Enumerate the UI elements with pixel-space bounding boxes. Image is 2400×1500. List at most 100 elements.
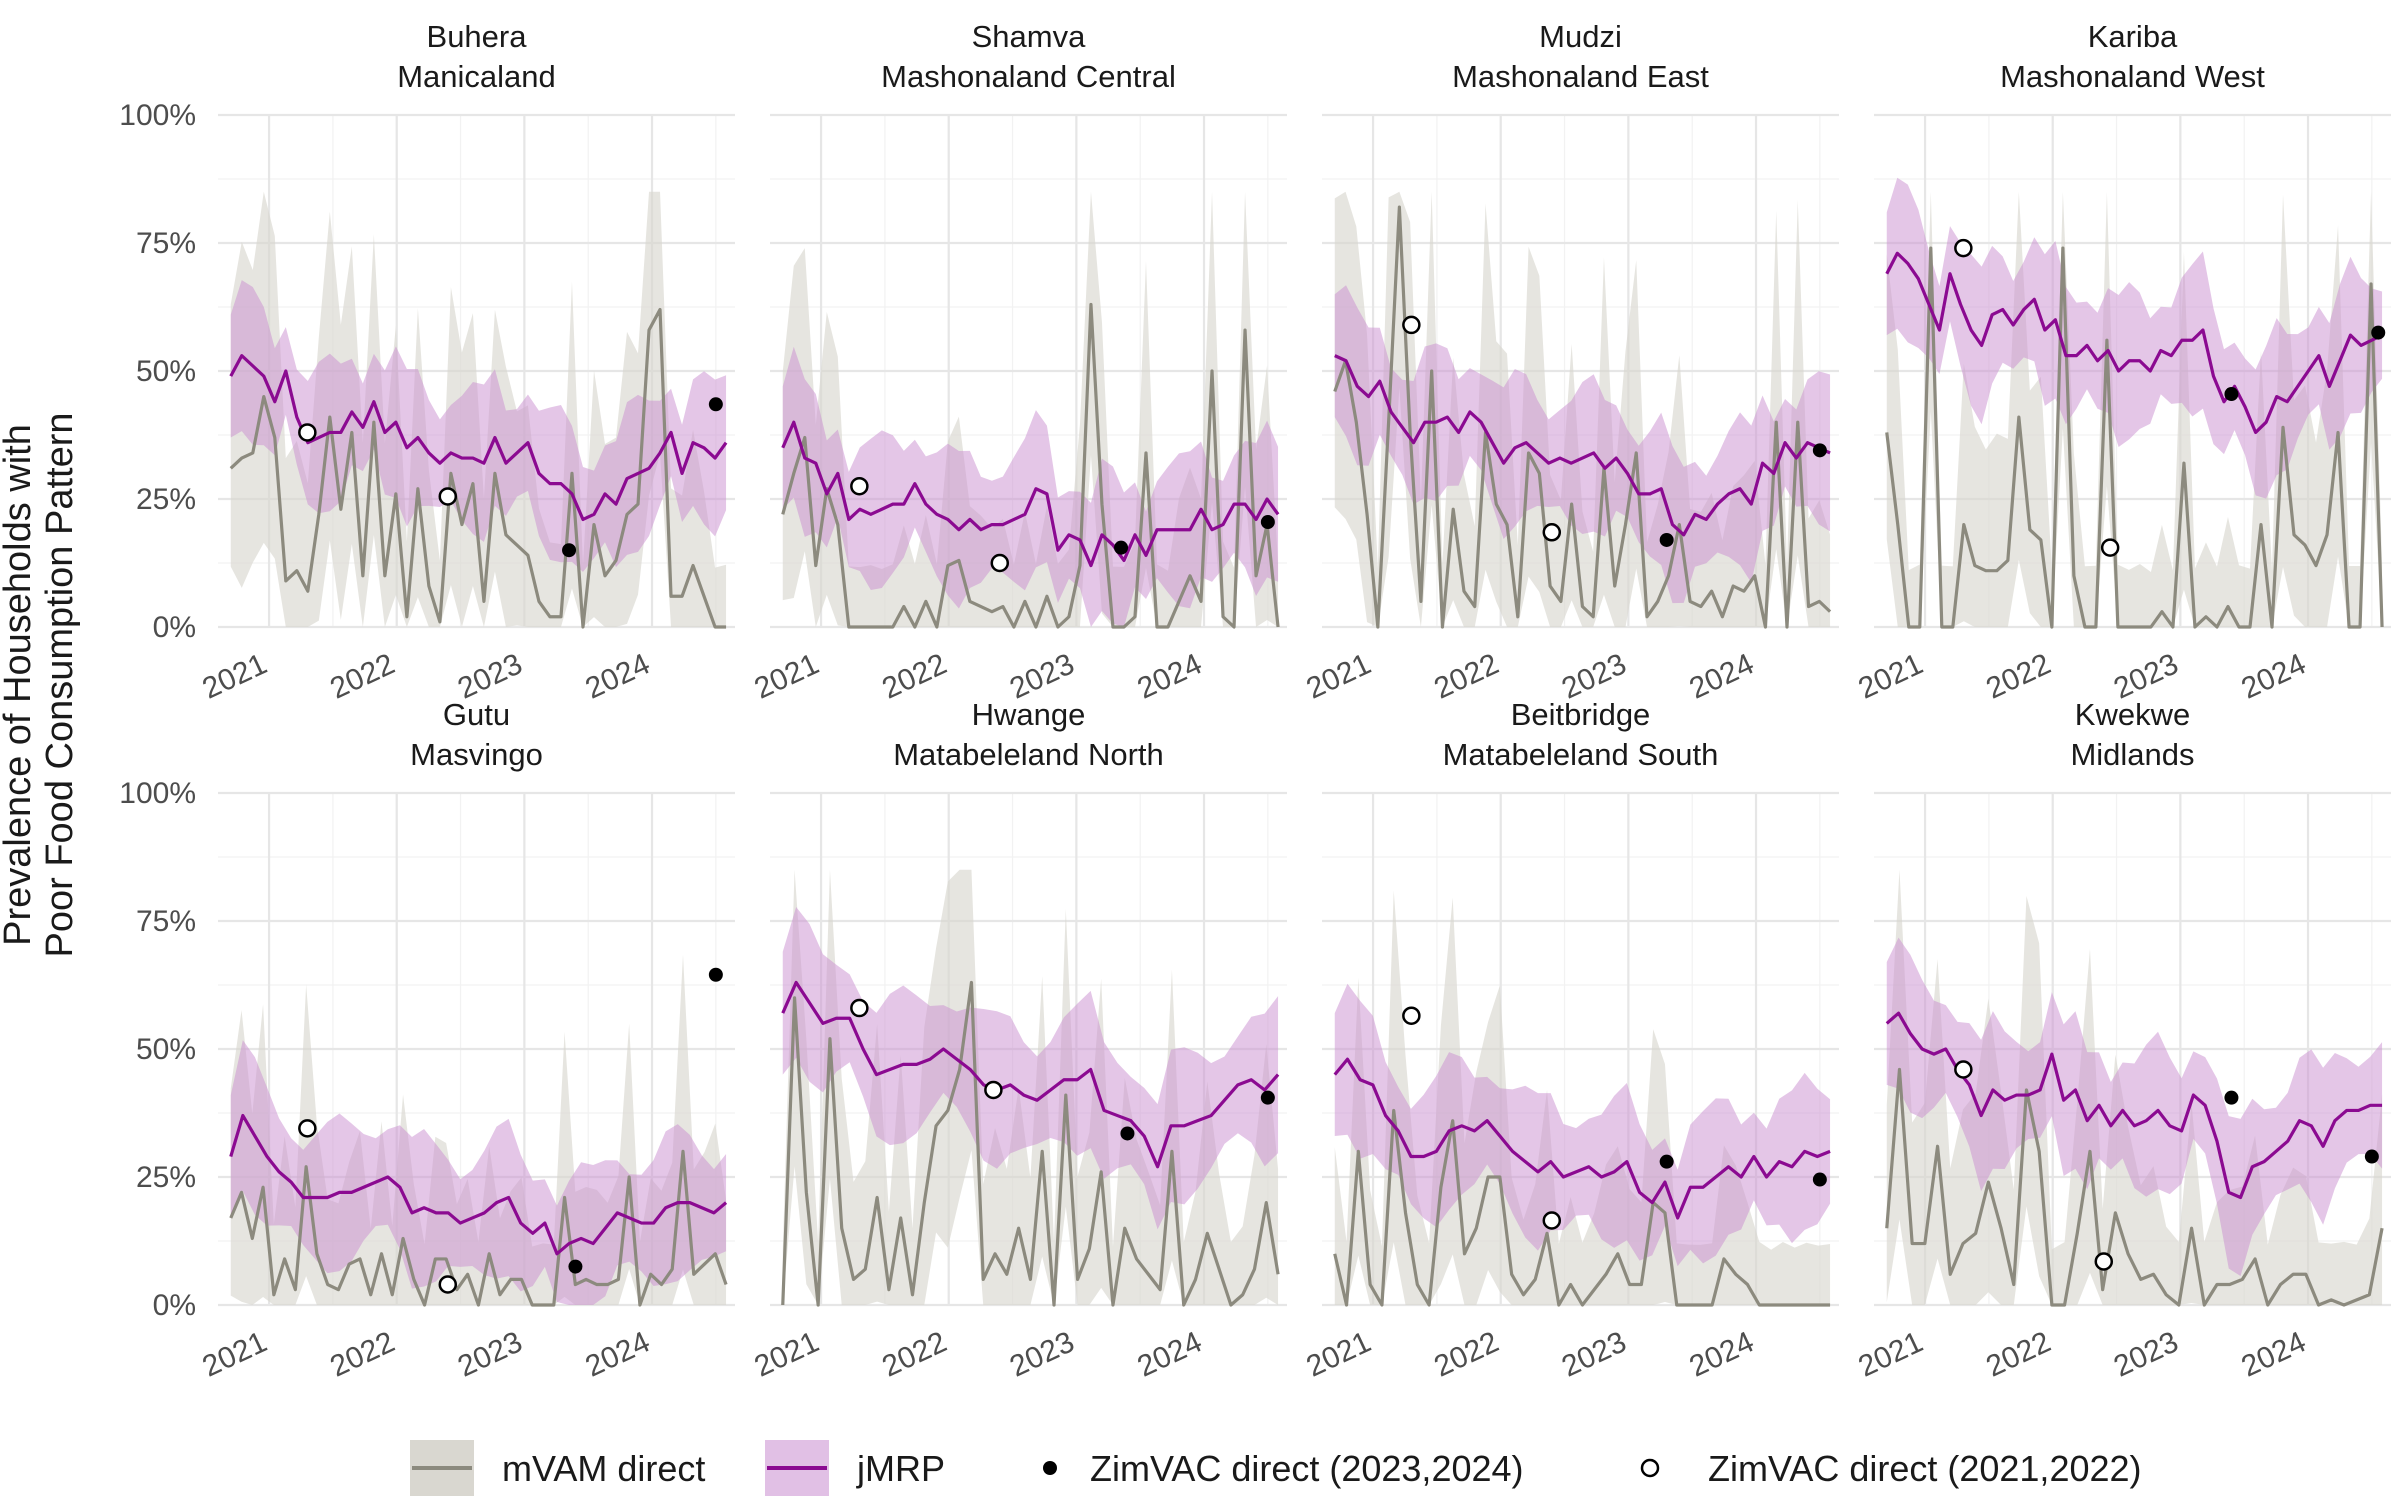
facet-title-province: Matabeleland North [893,737,1164,772]
jmrp-band [1334,285,1831,604]
jmrp-line [1885,251,2383,435]
mvam-line [781,980,1280,1307]
jmrp-line [1334,354,1831,537]
facet-title-province: Masvingo [410,737,543,772]
y-axis-title-line-1: Prevalence of Households with [0,424,39,946]
facet-buhera: Buhera Manicaland 0% 25% 50% 75% 100% 2021 2022 2… [119,19,735,706]
zimvac-2021-2022-point [1542,1211,1562,1230]
x-tick-label: 2021 [1854,647,1928,705]
facet-title-province: Matabeleland South [1443,737,1719,772]
x-tick-label: 2024 [1133,647,1207,705]
zimvac-2023-2024-point [708,967,723,982]
x-tick-label: 2021 [198,1325,272,1383]
facet-title-district: Gutu [443,697,510,732]
jmrp-line [781,420,1280,568]
mvam-line [229,1149,728,1307]
zimvac-2023-2024-point [1120,1126,1135,1141]
mvam-line [1885,1067,2384,1307]
legend-key-zimvac-filled [1043,1461,1057,1475]
x-tick-label: 2024 [1685,1325,1759,1383]
jmrp-line [229,354,728,522]
x-tick-label: 2021 [1854,1325,1928,1383]
zimvac-2021-2022-point [984,1080,1003,1100]
x-tick-label: 2024 [1685,647,1759,705]
x-tick-label: 2022 [1981,647,2055,705]
jmrp-band [230,1040,727,1305]
facet-beitbridge: Beitbridge Matabeleland South 2021 2022 2023… [1302,697,1839,1384]
facet-kwekwe: Kwekwe Midlands 2021 2022 2023 2024 [1854,697,2391,1384]
x-tick-label: 2021 [750,1325,824,1383]
legend-label-zimvac-2021-2022: ZimVAC direct (2021,2022) [1708,1448,2142,1489]
zimvac-2021-2022-point [438,487,458,506]
y-tick-label: 100% [119,99,196,132]
facets-group: Buhera Manicaland 0% 25% 50% 75% 100% 2021 2022 2… [119,19,2391,1384]
facet-title-province: Mashonaland West [2000,59,2265,94]
zimvac-2023-2024-point [568,1259,583,1274]
zimvac-2021-2022-point [1954,238,1973,258]
y-axis-title: Prevalence of Households with Poor Food … [0,413,81,958]
y-tick-label: 75% [136,227,196,260]
zimvac-2021-2022-point [438,1275,458,1294]
zimvac-2021-2022-point [1402,1006,1421,1025]
mvam-line [781,302,1280,629]
mvam-line [1333,1108,1831,1307]
legend-label-zimvac-2023-2024: ZimVAC direct (2023,2024) [1090,1448,1524,1489]
x-tick-label: 2023 [1005,1325,1079,1383]
x-tick-label: 2022 [1429,647,1503,705]
y-tick-label: 0% [153,1289,196,1322]
x-tick-label: 2022 [877,647,951,705]
facet-title-district: Beitbridge [1511,697,1651,732]
zimvac-2023-2024-point [1659,532,1674,547]
zimvac-2023-2024-point [2224,1090,2239,1105]
y-tick-label: 25% [136,483,196,516]
facet-title-district: Mudzi [1539,19,1622,54]
x-tick-label: 2024 [581,1325,655,1383]
zimvac-2021-2022-point [298,1119,317,1138]
jmrp-band [1886,177,2383,499]
x-tick-label: 2022 [325,1325,399,1383]
y-tick-label: 0% [153,611,196,644]
y-tick-label: 50% [136,1033,196,1066]
x-tick-label: 2021 [1302,1325,1376,1383]
facet-title-district: Shamva [972,19,1086,54]
y-tick-label: 25% [136,1161,196,1194]
zimvac-2023-2024-point [2364,1149,2379,1164]
zimvac-2023-2024-point [1260,1090,1275,1105]
zimvac-2023-2024-point [1114,540,1129,555]
jmrp-line [229,1113,728,1256]
x-tick-label: 2021 [750,647,824,705]
y-axis-title-line-2: Poor Food Consumption Pattern [39,413,81,958]
jmrp-band [782,346,1279,627]
zimvac-2021-2022-point [2100,538,2120,557]
facet-title-district: Kariba [2088,19,2178,54]
x-tick-label: 2023 [453,1325,527,1383]
mvam-line [1333,205,1832,629]
mvam-line [1885,246,2384,629]
zimvac-2021-2022-point [298,423,317,442]
legend-label-mvam: mVAM direct [502,1448,705,1489]
zimvac-2021-2022-point [850,998,869,1018]
legend-key-zimvac-open [1640,1458,1660,1478]
x-tick-label: 2022 [877,1325,951,1383]
zimvac-2023-2024-point [562,543,577,558]
zimvac-2021-2022-point [850,476,869,496]
zimvac-2023-2024-point [2371,325,2386,340]
jmrp-band [1886,937,2383,1277]
x-tick-label: 2024 [1133,1325,1207,1383]
zimvac-2021-2022-point [1954,1060,1973,1079]
x-tick-label: 2023 [1557,1325,1631,1383]
zimvac-2023-2024-point [1812,443,1827,458]
y-tick-label: 75% [136,905,196,938]
x-tick-label: 2021 [198,647,272,705]
zimvac-2023-2024-point [2224,387,2239,402]
zimvac-2021-2022-point [2094,1252,2114,1271]
jmrp-line [1333,1057,1831,1220]
mvam-line [229,307,727,629]
zimvac-2021-2022-point [1542,523,1562,542]
x-tick-label: 2022 [1981,1325,2055,1383]
zimvac-2023-2024-point [1260,515,1275,530]
zimvac-2021-2022-point [990,553,1010,573]
x-tick-label: 2022 [1429,1325,1503,1383]
